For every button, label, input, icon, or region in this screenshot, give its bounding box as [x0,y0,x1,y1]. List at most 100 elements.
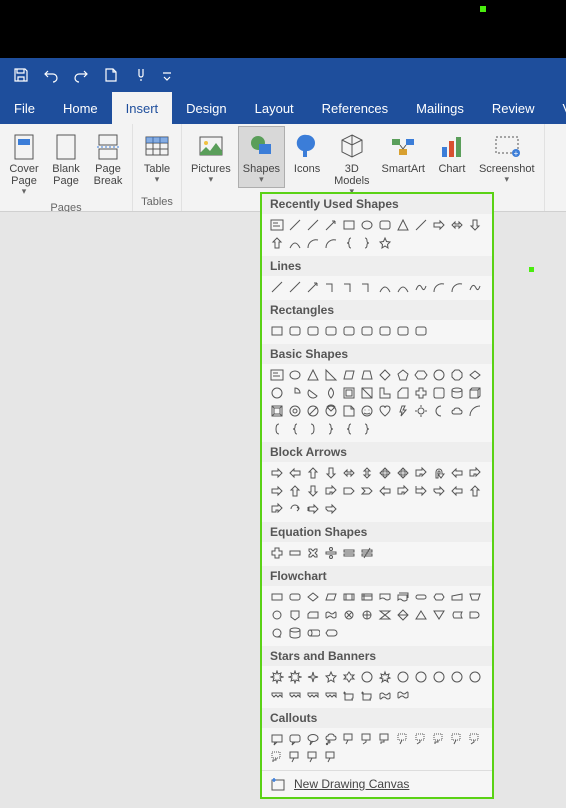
shape-plaque[interactable] [430,384,448,402]
shape-frame[interactable] [340,384,358,402]
shape-star24[interactable] [448,668,466,686]
shape-bord3[interactable] [322,748,340,766]
shape-line3[interactable] [376,730,394,748]
shape-burst8[interactable] [268,668,286,686]
shape-oval[interactable] [286,366,304,384]
shape-star8[interactable] [376,668,394,686]
shape-rrect[interactable] [358,322,376,340]
shape-moon[interactable] [430,402,448,420]
shape-au[interactable] [304,464,322,482]
shape-al[interactable] [286,464,304,482]
shape-hept[interactable] [430,366,448,384]
redo-button[interactable] [72,66,90,84]
shape-data[interactable] [322,588,340,606]
shape-rtri[interactable] [322,366,340,384]
shape-merge[interactable] [430,606,448,624]
shape-al[interactable] [448,482,466,500]
shape-elbow[interactable] [358,278,376,296]
shape-chord[interactable] [304,384,322,402]
shape-abent[interactable] [268,500,286,518]
tab-review[interactable]: Review [478,92,549,124]
shape-rrect[interactable] [322,322,340,340]
shape-ovalcall[interactable] [304,730,322,748]
shape-abent[interactable] [466,464,484,482]
shape-tri[interactable] [304,366,322,384]
shape-elbow[interactable] [340,278,358,296]
shape-hex[interactable] [412,366,430,384]
shape-oct[interactable] [448,366,466,384]
shape-ribbon[interactable] [322,686,340,704]
shape-or[interactable] [358,606,376,624]
shape-oval[interactable] [358,216,376,234]
shape-brace-r[interactable] [358,420,376,438]
shape-collate[interactable] [376,606,394,624]
shape-wave[interactable] [376,686,394,704]
shape-pent[interactable] [394,366,412,384]
shape-term[interactable] [412,588,430,606]
shape-au[interactable] [466,482,484,500]
new-doc-button[interactable] [102,66,120,84]
tab-references[interactable]: References [308,92,402,124]
shape-donut[interactable] [286,402,304,420]
shape-astripe[interactable] [304,500,322,518]
shape-rrect[interactable] [394,322,412,340]
shape-line[interactable] [412,216,430,234]
shape-al[interactable] [448,464,466,482]
shape-rrect[interactable] [340,322,358,340]
shape-manin[interactable] [448,588,466,606]
tab-mailings[interactable]: Mailings [402,92,478,124]
shape-bord2[interactable] [304,748,322,766]
shape-bolt[interactable] [394,402,412,420]
shape-seq[interactable] [268,624,286,642]
tab-view[interactable]: View [548,92,566,124]
shape-ad[interactable] [304,482,322,500]
shape-cube[interactable] [466,384,484,402]
page-break-button[interactable]: Page Break [88,126,128,192]
shape-dec[interactable] [304,588,322,606]
shape-fold[interactable] [340,402,358,420]
shape-brace-l[interactable] [340,234,358,252]
shape-stored[interactable] [448,606,466,624]
shape-rrect[interactable] [412,322,430,340]
shape-achev[interactable] [358,482,376,500]
shape-ribbon[interactable] [304,686,322,704]
shape-arc[interactable] [322,234,340,252]
shape-star10[interactable] [394,668,412,686]
tab-design[interactable]: Design [172,92,240,124]
shape-diamond[interactable] [376,366,394,384]
shape-dec[interactable] [466,366,484,384]
shape-heart[interactable] [376,402,394,420]
shape-eq[interactable] [340,544,358,562]
shape-ar[interactable] [268,464,286,482]
shape-teardrop[interactable] [322,384,340,402]
shape-block[interactable] [322,402,340,420]
shape-bracket-l[interactable] [268,420,286,438]
shape-predef[interactable] [340,588,358,606]
shapes-button[interactable]: Shapes▾ [238,126,285,188]
shape-freeform[interactable] [412,278,430,296]
shape-pie[interactable] [286,384,304,402]
shape-star5[interactable] [322,668,340,686]
shape-noentry[interactable] [304,402,322,420]
shape-curve[interactable] [394,278,412,296]
shape-ar[interactable] [268,482,286,500]
shape-smiley[interactable] [358,402,376,420]
shape-arrow[interactable] [322,216,340,234]
shape-arrow[interactable] [304,278,322,296]
shape-alr[interactable] [340,464,358,482]
shape-brace-l[interactable] [286,420,304,438]
shape-line2b[interactable] [466,730,484,748]
shape-brace-r[interactable] [358,234,376,252]
shape-star32[interactable] [466,668,484,686]
shape-curve[interactable] [376,278,394,296]
shape-arrow-r[interactable] [430,216,448,234]
shape-line3b[interactable] [268,748,286,766]
shape-elbow[interactable] [322,278,340,296]
shape-line1[interactable] [340,730,358,748]
shape-textbox[interactable] [268,216,286,234]
shape-line1a[interactable] [394,730,412,748]
shape-brace-l[interactable] [340,420,358,438]
pictures-button[interactable]: Pictures▾ [186,126,236,188]
shape-mult[interactable] [304,544,322,562]
shape-aquad[interactable] [394,464,412,482]
